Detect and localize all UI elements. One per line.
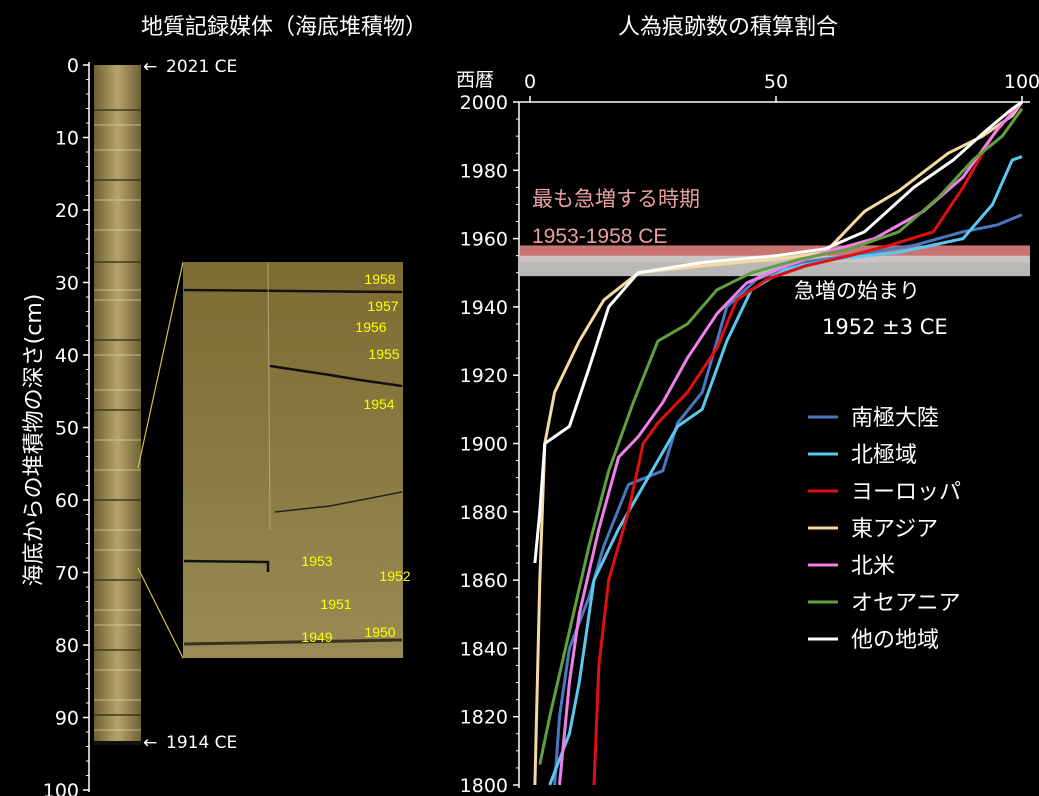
y-tick-label: 1820	[460, 707, 508, 729]
depth-tick-label: 10	[55, 128, 79, 150]
annotation-peak-line1: 最も急増する時期	[532, 187, 700, 211]
legend-label: オセアニア	[851, 591, 961, 616]
depth-tick-label: 100	[43, 780, 79, 796]
depth-tick-label: 90	[55, 708, 79, 730]
zoom-year-label: 1951	[320, 596, 351, 612]
y-tick-label: 2000	[460, 92, 508, 114]
zoom-year-label: 1953	[301, 553, 332, 569]
svg-text:2021 CE: 2021 CE	[166, 57, 237, 77]
y-tick-label: 1840	[460, 638, 508, 660]
series-lines	[533, 100, 1024, 786]
bottom-arrow-icon: ←	[143, 733, 157, 753]
zoom-connector-bottom	[137, 567, 184, 659]
x-tick-label: 0	[524, 71, 536, 93]
depth-tick-label: 50	[55, 418, 79, 440]
left-ylabel: 海底からの堆積物の深さ(cm)	[22, 294, 47, 587]
zoom-year-label: 1950	[364, 624, 395, 640]
legend-label: 東アジア	[851, 517, 938, 542]
x-tick-label: 100	[1004, 71, 1039, 93]
depth-tick-label: 60	[55, 490, 79, 512]
legend-label: 北極域	[851, 443, 917, 468]
zoom-year-label: 1954	[363, 396, 394, 412]
plot-axes: 0 50 100 1800 1820 1840 1860 1880 1900 1920 1940 1…	[460, 71, 1039, 796]
zoom-year-label: 1952	[379, 568, 410, 584]
top-arrow-icon: ←	[143, 57, 157, 77]
zoom-year-label: 1955	[368, 346, 399, 362]
svg-text:1914 CE: 1914 CE	[166, 733, 237, 753]
legend-label: 南極大陸	[851, 406, 939, 431]
y-tick-label: 1800	[460, 775, 508, 796]
depth-tick-label: 30	[55, 273, 79, 295]
zoom-year-label: 1956	[355, 319, 386, 335]
depth-tick-label: 20	[55, 200, 79, 222]
legend-label: ヨーロッパ	[851, 480, 961, 505]
y-tick-label: 1960	[460, 229, 508, 251]
depth-tick-label: 80	[55, 635, 79, 657]
legend-label: 北米	[851, 554, 895, 579]
annotation-start: 急増の始まり 1952 ±3 CE	[794, 279, 948, 339]
y-tick-label: 1980	[460, 160, 508, 182]
y-tick-label: 1920	[460, 365, 508, 387]
y-tick-label: 1940	[460, 297, 508, 319]
series-line-南極大陸	[553, 213, 1023, 786]
annotation-peak-line2: 1953-1958 CE	[532, 225, 667, 248]
annotation-peak: 最も急増する時期 1953-1958 CE	[532, 187, 700, 248]
top-marker: ← 2021 CE	[143, 57, 237, 77]
zoom-year-label: 1957	[367, 298, 398, 314]
legend-label: 他の地域	[851, 628, 939, 653]
right-title: 人為痕跡数の積算割合	[618, 15, 838, 40]
zoom-photo: 1958 1957 1956 1955 1954 1953 1952 1951 1950 1949	[183, 262, 411, 658]
series-line-ヨーロッパ	[592, 100, 1024, 786]
depth-tick-label: 70	[55, 563, 79, 585]
x-tick-label: 50	[764, 71, 788, 93]
depth-axis: 0 10 20 30 40 50 60 70 80 90 100	[43, 55, 90, 796]
y-tick-label: 1880	[460, 502, 508, 524]
annotation-start-line2: 1952 ±3 CE	[822, 315, 948, 339]
annotation-start-line1: 急増の始まり	[794, 279, 920, 303]
zoom-year-label: 1949	[301, 629, 332, 645]
left-title: 地質記録媒体（海底堆積物）	[141, 15, 427, 40]
series-line-北極域	[548, 155, 1023, 786]
zoom-year-label: 1958	[364, 271, 395, 287]
series-line-他の地域	[533, 100, 1023, 564]
series-line-東アジア	[533, 101, 1024, 786]
year-axis-corner-label: 西暦	[456, 69, 494, 91]
zoom-connector-top	[137, 261, 184, 469]
y-tick-label: 1860	[460, 570, 508, 592]
y-tick-label: 1900	[460, 434, 508, 456]
depth-tick-label: 40	[55, 345, 79, 367]
bottom-marker: ← 1914 CE	[143, 733, 237, 753]
sediment-core	[94, 65, 141, 745]
depth-tick-label: 0	[67, 55, 79, 77]
series-line-オセアニア	[538, 107, 1024, 765]
